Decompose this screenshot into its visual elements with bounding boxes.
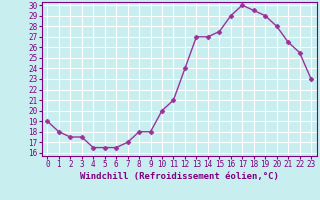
X-axis label: Windchill (Refroidissement éolien,°C): Windchill (Refroidissement éolien,°C) (80, 172, 279, 181)
